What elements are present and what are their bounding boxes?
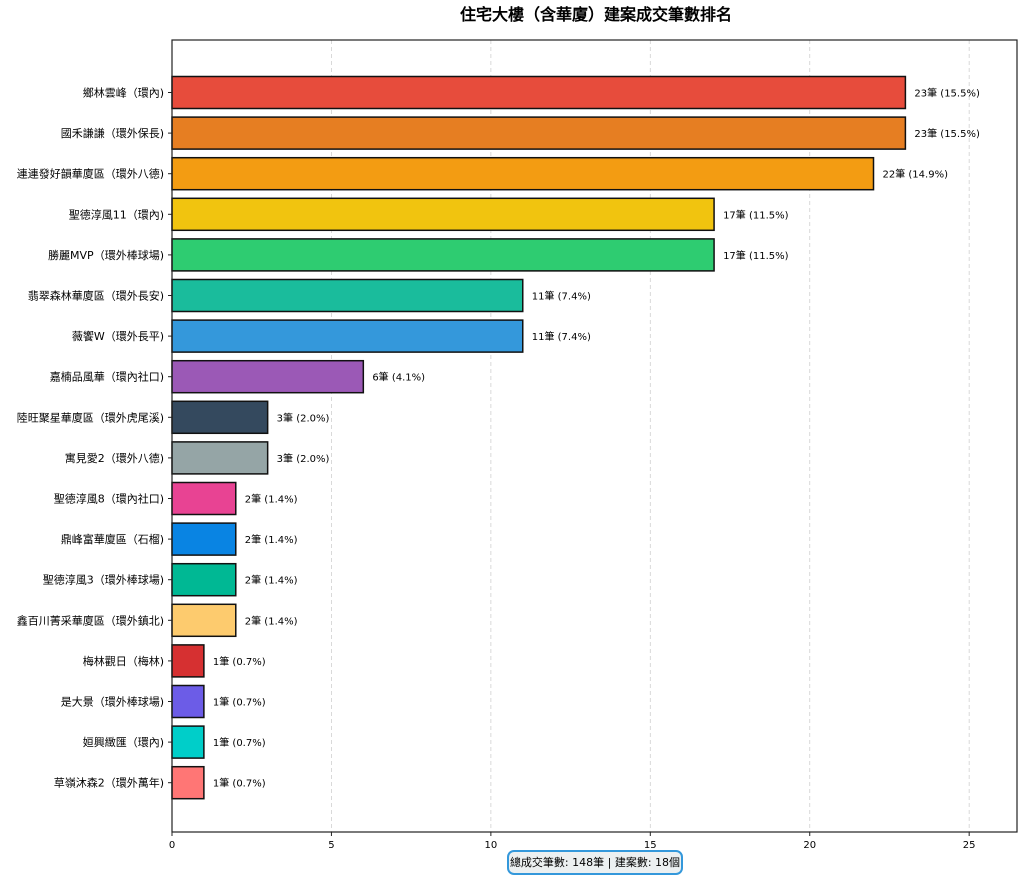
value-label: 23筆 (15.5%): [914, 87, 980, 100]
x-tick-label: 25: [963, 840, 976, 851]
bar: [171, 238, 715, 272]
category-label: 鄉林雲峰（環內): [83, 86, 164, 100]
bar: [171, 725, 205, 759]
value-label: 11筆 (7.4%): [532, 290, 591, 303]
category-label: 翡翠森林華廈區（環外長安): [28, 289, 164, 303]
category-label: 陸旺聚星華廈區（環外虎尾溪): [17, 410, 164, 424]
bar: [171, 116, 907, 150]
value-label: 11筆 (7.4%): [532, 330, 591, 343]
bar: [171, 359, 365, 394]
bar: [171, 603, 237, 638]
category-label: 姮興緻匯（環內): [83, 735, 164, 749]
category-label: 聖德淳風11（環內): [69, 207, 164, 221]
bar: [171, 441, 269, 475]
bar: [171, 765, 205, 800]
category-label: 連連發好韻華廈區（環外八德): [17, 167, 164, 181]
category-label: 寓見愛2（環外八德): [65, 451, 164, 465]
category-label: 梅林觀日（梅林): [83, 654, 164, 668]
value-label: 6筆 (4.1%): [372, 371, 425, 384]
x-tick-label: 5: [328, 840, 334, 851]
bar: [171, 400, 269, 435]
category-label: 是大景（環外棒球場): [61, 695, 164, 709]
value-labels: 23筆 (15.5%) 23筆 (15.5%) 22筆 (14.9%) 17筆 (11…: [213, 87, 980, 790]
value-label: 2筆 (1.4%): [245, 493, 298, 506]
x-tick-label: 20: [803, 840, 816, 851]
bar: [171, 319, 524, 353]
bar: [171, 684, 205, 719]
plot-frame: [171, 39, 1018, 833]
category-label: 薇饗W（環外長平): [72, 329, 164, 343]
grid-lines: [331, 40, 970, 832]
x-axis: 0 5 10 15 20 25: [169, 832, 976, 851]
value-label: 22筆 (14.9%): [883, 168, 949, 181]
category-labels: 鄉林雲峰（環內) 國禾謙謙（環外保長) 連連發好韻華廈區（環外八德) 聖德淳風11（環…: [17, 86, 172, 790]
bar: [171, 481, 237, 516]
value-label: 1筆 (0.7%): [213, 777, 266, 790]
bar: [171, 644, 205, 678]
x-tick-label: 15: [644, 840, 657, 851]
value-label: 2筆 (1.4%): [245, 533, 298, 546]
category-label: 聖德淳風8（環內社口): [54, 492, 164, 506]
category-label: 鼎峰富華廈區（石榴): [61, 532, 164, 546]
category-label: 鑫百川菁采華廈區（環外鎮北): [17, 613, 164, 627]
category-label: 勝麗MVP（環外棒球場): [48, 248, 164, 262]
category-label: 國禾謙謙（環外保長): [61, 126, 164, 140]
chart-title: 住宅大樓（含華廈）建案成交筆數排名: [460, 5, 732, 24]
summary-text: 總成交筆數: 148筆 | 建案數: 18個: [510, 855, 680, 869]
value-label: 1筆 (0.7%): [213, 696, 266, 709]
bar: [171, 522, 237, 556]
bar: [171, 562, 237, 597]
category-label: 聖德淳風3（環外棒球場): [43, 573, 164, 587]
bar: [171, 278, 524, 313]
category-label: 草嶺沐森2（環外萬年): [54, 776, 164, 790]
value-label: 17筆 (11.5%): [723, 208, 789, 221]
value-label: 2筆 (1.4%): [245, 574, 298, 587]
value-label: 2筆 (1.4%): [245, 614, 298, 627]
x-tick-label: 0: [169, 840, 175, 851]
summary-box: 總成交筆數: 148筆 | 建案數: 18個: [507, 850, 683, 875]
value-label: 17筆 (11.5%): [723, 249, 789, 262]
bar: [171, 156, 875, 191]
category-label: 嘉楠品風華（環內社口): [50, 370, 164, 384]
value-label: 23筆 (15.5%): [914, 127, 980, 140]
value-label: 3筆 (2.0%): [277, 452, 330, 465]
bars: [171, 75, 907, 800]
bar: [171, 197, 715, 232]
value-label: 3筆 (2.0%): [277, 411, 330, 424]
value-label: 1筆 (0.7%): [213, 655, 266, 668]
summary-box-frame: [507, 850, 683, 875]
bar: [171, 75, 907, 110]
x-tick-label: 10: [485, 840, 498, 851]
value-label: 1筆 (0.7%): [213, 736, 266, 749]
